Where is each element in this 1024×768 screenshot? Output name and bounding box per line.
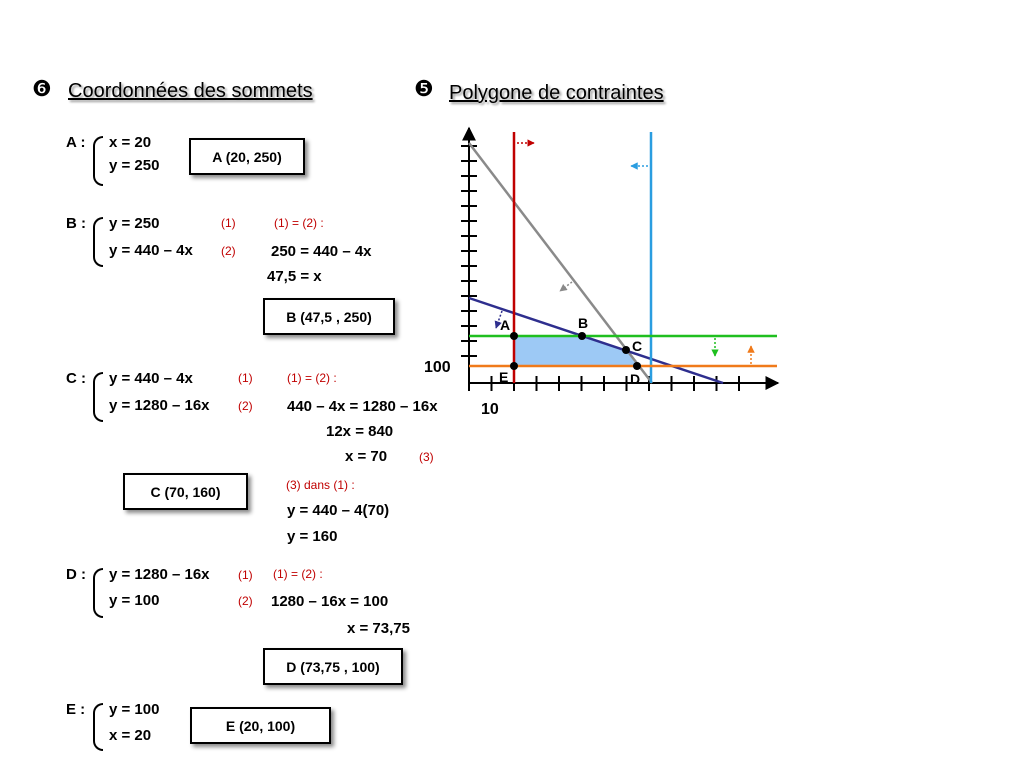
vertex-d-brace [93, 568, 103, 618]
y-tick-label-100: 100 [424, 359, 451, 376]
section-title-constraint-polygon: Polygone de contraintes [449, 82, 664, 104]
vertex-d-step-2: x = 73,75 [347, 620, 410, 637]
line-y-eq-440-minus-4x [468, 296, 724, 385]
line-y-eq-1280-minus-16x [468, 142, 653, 384]
x-tick-label-10: 10 [481, 401, 499, 418]
vertex-c-step-4: y = 440 – 4(70) [287, 502, 390, 519]
y-axis-ticks [461, 145, 477, 357]
vertex-e-point [510, 362, 518, 370]
vertex-e-brace [93, 703, 103, 751]
vertex-c-step-2: 12x = 840 [326, 423, 394, 440]
vertex-e-equation-2: x = 20 [109, 727, 152, 744]
vertex-e-label: E : [66, 701, 86, 718]
vertex-e-result-box: E (20, 100) [190, 707, 331, 744]
vertex-b-label: B : [66, 215, 86, 232]
x-axis-ticks [468, 376, 740, 391]
vertex-d-label: D : [66, 566, 86, 583]
vertex-c-step-3: x = 70 [345, 448, 388, 465]
vertex-b-equation-2: y = 440 – 4x [109, 242, 193, 259]
vertex-b-tag-1: (1) [221, 216, 236, 230]
vertex-d-point-label: D [630, 371, 640, 387]
vertex-b-point [578, 332, 586, 340]
vertex-b-step-2: 47,5 = x [267, 268, 322, 285]
vertex-c-note: (1) = (2) : [287, 371, 337, 385]
vertex-c-tag-2: (2) [238, 399, 253, 413]
vertex-c-point [622, 346, 630, 354]
vertex-b-step-1: 250 = 440 – 4x [271, 243, 372, 260]
vertex-a-label: A : [66, 134, 86, 151]
vertex-d-equation-2: y = 100 [109, 592, 160, 609]
vertex-c-label: C : [66, 370, 86, 387]
direction-arrow-navy [494, 310, 503, 329]
vertex-b-note: (1) = (2) : [274, 216, 324, 230]
vertex-c-result-box: C (70, 160) [123, 473, 248, 510]
direction-arrow-grey [559, 281, 573, 292]
vertex-b-tag-2: (2) [221, 244, 236, 258]
vertex-d-note: (1) = (2) : [273, 567, 323, 581]
vertex-a-equation-2: y = 250 [109, 157, 160, 174]
section-title-vertex-coordinates: Coordonnées des sommets [68, 80, 313, 102]
vertex-c-result: C (70, 160) [150, 483, 221, 500]
vertex-e-equation-1: y = 100 [109, 701, 160, 718]
vertex-b-result: B (47,5 , 250) [286, 308, 372, 325]
section-number-6: ❻ [32, 76, 52, 101]
vertex-d-tag-1: (1) [238, 568, 253, 582]
vertex-d-result: D (73,75 , 100) [286, 658, 380, 675]
vertex-d-point [633, 362, 641, 370]
vertex-b-brace [93, 217, 103, 267]
section-number-5: ❺ [414, 76, 434, 101]
vertex-a-result-box: A (20, 250) [189, 138, 305, 175]
vertex-a-result: A (20, 250) [212, 148, 282, 165]
vertex-c-equation-2: y = 1280 – 16x [109, 397, 210, 414]
vertex-a-brace [93, 136, 103, 186]
vertex-c-step-5: y = 160 [287, 528, 338, 545]
vertex-c-brace [93, 372, 103, 422]
feasible-region [514, 336, 637, 366]
vertex-c-equation-1: y = 440 – 4x [109, 370, 193, 387]
vertex-c-tag-1: (1) [238, 371, 253, 385]
vertex-e-point-label: E [499, 369, 508, 385]
vertex-d-equation-1: y = 1280 – 16x [109, 566, 210, 583]
vertex-b-point-label: B [578, 315, 588, 331]
vertex-c-point-label: C [632, 338, 642, 354]
vertex-b-equation-1: y = 250 [109, 215, 160, 232]
vertex-c-tag-3: (3) [419, 450, 434, 464]
vertex-d-tag-2: (2) [238, 594, 253, 608]
vertex-a-point-label: A [500, 317, 510, 333]
vertex-c-step-1: 440 – 4x = 1280 – 16x [287, 398, 438, 415]
vertex-a-point [510, 332, 518, 340]
vertex-e-result: E (20, 100) [225, 717, 296, 734]
vertex-d-result-box: D (73,75 , 100) [263, 648, 403, 685]
vertex-a-equation-1: x = 20 [109, 134, 152, 151]
vertex-d-step-1: 1280 – 16x = 100 [271, 593, 389, 610]
vertex-b-result-box: B (47,5 , 250) [263, 298, 395, 335]
vertex-c-note-2: (3) dans (1) : [286, 478, 355, 492]
